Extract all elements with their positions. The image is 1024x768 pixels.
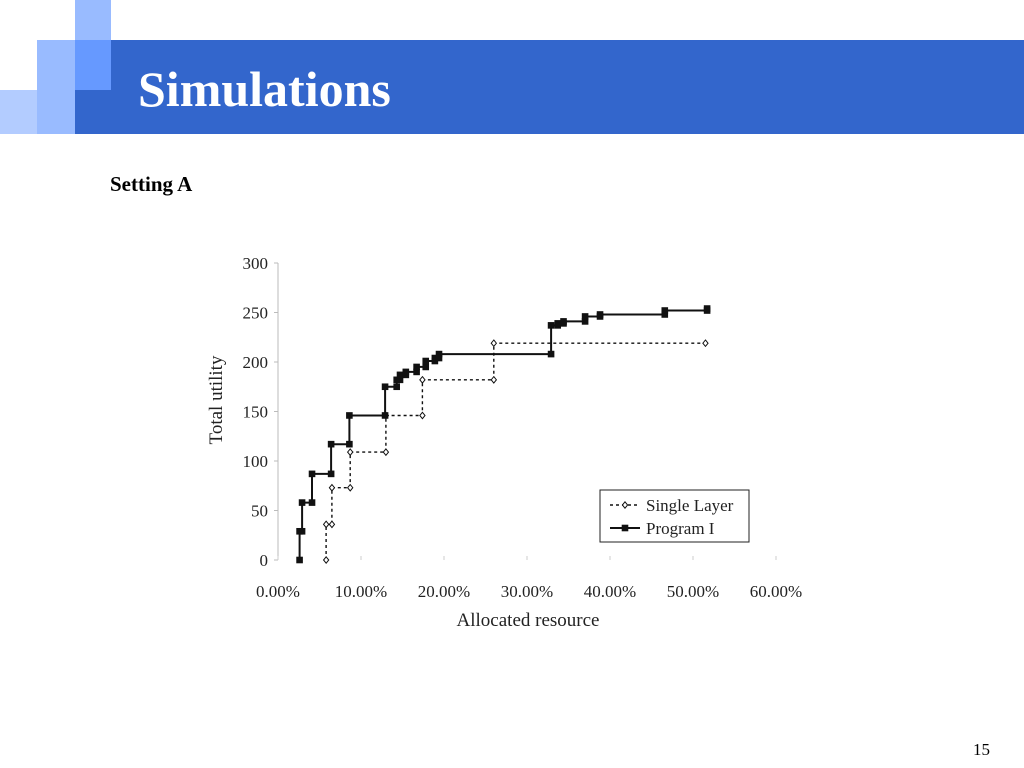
chart-series	[296, 305, 711, 564]
program-i-point	[413, 368, 420, 376]
program-i-point	[298, 527, 306, 535]
program-i-point	[661, 307, 669, 314]
program-i-point	[560, 318, 567, 325]
program-i-point	[396, 376, 404, 384]
deco-square-light-left	[0, 90, 37, 134]
program-i-point	[554, 320, 562, 327]
single-layer-point	[621, 501, 629, 509]
program-i-point	[346, 412, 353, 419]
program-i-point	[402, 368, 410, 376]
y-tick-label: 50	[251, 502, 268, 521]
program-i-point	[296, 556, 303, 564]
x-tick-label: 20.00%	[418, 582, 470, 601]
legend-single-layer-label: Single Layer	[646, 496, 734, 515]
program-i-point	[581, 318, 589, 325]
y-tick-label: 200	[243, 353, 269, 372]
program-i-point	[308, 470, 316, 478]
single-layer-point	[490, 339, 498, 348]
program-i-point	[422, 357, 430, 365]
program-i-point	[547, 350, 555, 358]
x-tick-label: 10.00%	[335, 582, 387, 601]
single-layer-point	[702, 339, 709, 348]
program-i-point	[396, 371, 404, 379]
single-layer-point	[322, 520, 330, 529]
program-i-point	[703, 305, 711, 312]
legend-program-i-label: Program I	[646, 519, 715, 538]
program-i-point	[547, 322, 555, 329]
y-tick-label: 250	[243, 304, 269, 323]
y-tick-label: 100	[243, 452, 269, 471]
program-i-point	[431, 354, 439, 362]
legend-box	[599, 489, 750, 543]
program-i-point	[381, 383, 389, 391]
program-i-point	[393, 376, 400, 384]
program-i-point	[661, 311, 669, 318]
single-layer-point	[346, 448, 354, 457]
program-i-point	[327, 470, 335, 478]
x-tick-label: 60.00%	[750, 582, 802, 601]
slide-subtitle: Setting A	[110, 172, 193, 196]
program-i-point	[327, 440, 335, 448]
chart-legend: Single Layer Program I	[599, 489, 750, 543]
single-layer-point	[419, 375, 426, 384]
program-i-point	[381, 412, 389, 419]
single-layer-point	[382, 448, 390, 457]
y-axis-label: Total utility	[206, 355, 227, 444]
y-tick-label: 150	[243, 403, 269, 422]
program-i-point	[308, 499, 316, 506]
x-tick-label: 0.00%	[256, 582, 300, 601]
single-layer-point	[322, 556, 330, 564]
program-i-point	[581, 313, 589, 320]
program-i-point	[346, 440, 353, 448]
program-i-point	[298, 499, 306, 506]
single-layer-point	[328, 483, 336, 492]
single-layer-point	[328, 520, 336, 529]
step-chart: 0 50 100 150 200 250 300 0.00% 10.00% 20.00% 30.00…	[206, 254, 803, 631]
single-layer-point	[490, 375, 498, 384]
chart-axes: 0 50 100 150 200 250 300 0.00% 10.00% 20.00% 30.00…	[243, 254, 803, 601]
single-layer-point	[346, 483, 354, 492]
program-i-point	[413, 363, 420, 371]
program-i-point	[596, 311, 604, 318]
deco-square-light-top	[75, 0, 111, 40]
x-tick-label: 50.00%	[667, 582, 719, 601]
deco-square-light-mid	[37, 40, 75, 134]
x-tick-label: 30.00%	[501, 582, 553, 601]
program-i-point	[393, 383, 400, 391]
slide-title: Simulations	[138, 61, 391, 117]
y-tick-label: 0	[260, 551, 269, 570]
program-i-point	[621, 524, 629, 532]
y-tick-label: 300	[243, 254, 269, 273]
program-i-point	[422, 363, 430, 371]
x-tick-label: 40.00%	[584, 582, 636, 601]
page-number: 15	[973, 740, 990, 759]
program-i-point	[435, 354, 443, 362]
single-layer-point	[419, 411, 426, 420]
title-bar	[75, 40, 1024, 134]
program-i-point	[435, 350, 443, 358]
x-axis-label: Allocated resource	[457, 610, 600, 631]
deco-square-accent	[75, 40, 111, 90]
